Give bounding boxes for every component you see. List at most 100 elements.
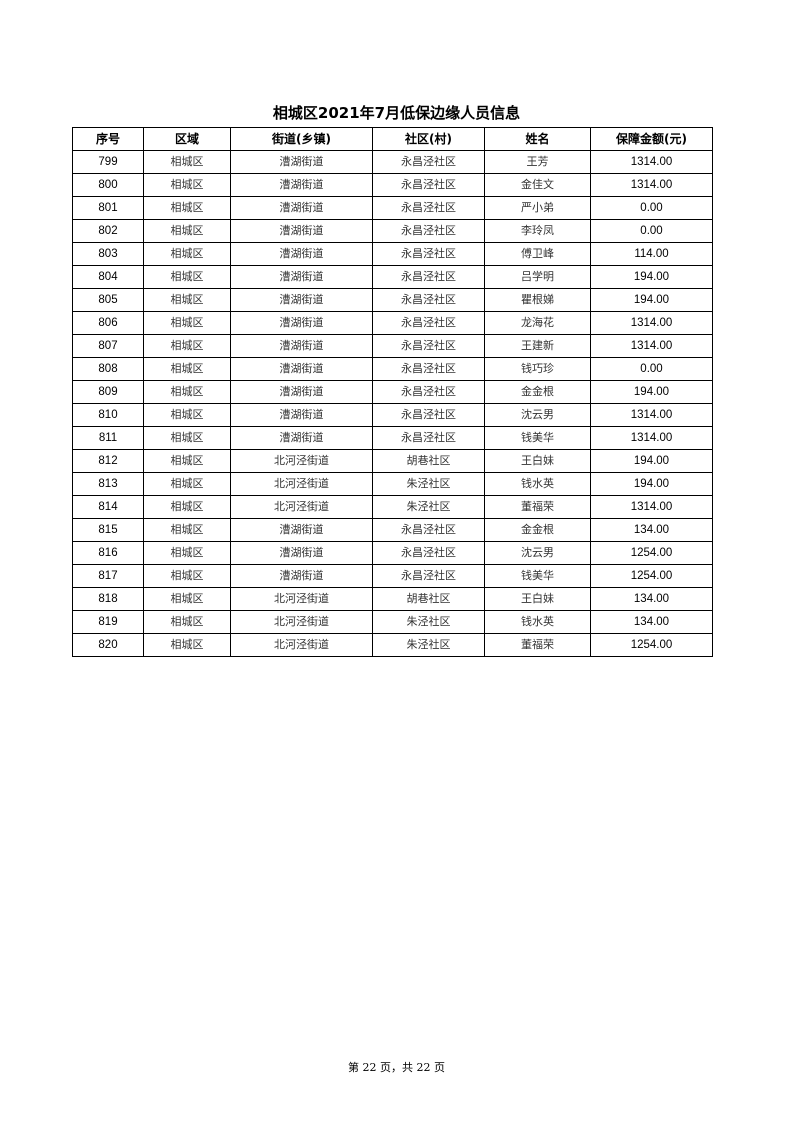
table-row: 814 相城区 北河泾街道 朱泾社区 董福荣 1314.00 (72, 495, 713, 519)
cell-community: 永昌泾社区 (372, 288, 485, 312)
cell-district: 相城区 (143, 495, 231, 519)
cell-index: 803 (72, 242, 144, 266)
cell-index: 808 (72, 357, 144, 381)
cell-street: 漕湖街道 (230, 173, 373, 197)
page-footer: 第 22 页，共 22 页 (348, 1061, 445, 1074)
cell-index: 814 (72, 495, 144, 519)
cell-community: 朱泾社区 (372, 472, 485, 496)
cell-index: 799 (72, 150, 144, 174)
cell-index: 801 (72, 196, 144, 220)
cell-community: 永昌泾社区 (372, 265, 485, 289)
cell-index: 806 (72, 311, 144, 335)
cell-street: 漕湖街道 (230, 357, 373, 381)
cell-street: 北河泾街道 (230, 610, 373, 634)
cell-name: 王建新 (484, 334, 591, 358)
cell-amount: 1254.00 (590, 541, 713, 565)
header-community: 社区(村) (372, 127, 485, 151)
cell-district: 相城区 (143, 610, 231, 634)
cell-street: 漕湖街道 (230, 242, 373, 266)
table-row: 811 相城区 漕湖街道 永昌泾社区 钱美华 1314.00 (72, 426, 713, 450)
cell-name: 钱美华 (484, 564, 591, 588)
cell-index: 815 (72, 518, 144, 542)
cell-name: 金金根 (484, 518, 591, 542)
cell-street: 漕湖街道 (230, 196, 373, 220)
table-row: 816 相城区 漕湖街道 永昌泾社区 沈云男 1254.00 (72, 541, 713, 565)
cell-community: 永昌泾社区 (372, 219, 485, 243)
cell-name: 瞿根娣 (484, 288, 591, 312)
table-row: 815 相城区 漕湖街道 永昌泾社区 金金根 134.00 (72, 518, 713, 542)
cell-community: 永昌泾社区 (372, 242, 485, 266)
table-row: 802 相城区 漕湖街道 永昌泾社区 李玲凤 0.00 (72, 219, 713, 243)
cell-community: 永昌泾社区 (372, 334, 485, 358)
cell-amount: 1314.00 (590, 426, 713, 450)
cell-index: 807 (72, 334, 144, 358)
table-row: 800 相城区 漕湖街道 永昌泾社区 金佳文 1314.00 (72, 173, 713, 197)
cell-community: 朱泾社区 (372, 495, 485, 519)
cell-amount: 194.00 (590, 472, 713, 496)
cell-district: 相城区 (143, 357, 231, 381)
cell-name: 董福荣 (484, 633, 591, 657)
cell-street: 漕湖街道 (230, 288, 373, 312)
cell-community: 朱泾社区 (372, 610, 485, 634)
cell-street: 漕湖街道 (230, 564, 373, 588)
cell-district: 相城区 (143, 380, 231, 404)
cell-name: 傅卫峰 (484, 242, 591, 266)
table-row: 803 相城区 漕湖街道 永昌泾社区 傅卫峰 114.00 (72, 242, 713, 266)
table-row: 806 相城区 漕湖街道 永昌泾社区 龙海花 1314.00 (72, 311, 713, 335)
cell-name: 钱水英 (484, 472, 591, 496)
table-row: 817 相城区 漕湖街道 永昌泾社区 钱美华 1254.00 (72, 564, 713, 588)
cell-name: 钱水英 (484, 610, 591, 634)
page-title: 相城区2021年7月低保边缘人员信息 (272, 104, 521, 122)
cell-name: 吕学明 (484, 265, 591, 289)
cell-district: 相城区 (143, 288, 231, 312)
cell-amount: 0.00 (590, 196, 713, 220)
table-row: 805 相城区 漕湖街道 永昌泾社区 瞿根娣 194.00 (72, 288, 713, 312)
cell-district: 相城区 (143, 242, 231, 266)
cell-name: 金金根 (484, 380, 591, 404)
cell-district: 相城区 (143, 541, 231, 565)
table-row: 801 相城区 漕湖街道 永昌泾社区 严小弟 0.00 (72, 196, 713, 220)
cell-name: 王芳 (484, 150, 591, 174)
cell-street: 漕湖街道 (230, 265, 373, 289)
table-row: 820 相城区 北河泾街道 朱泾社区 董福荣 1254.00 (72, 633, 713, 657)
cell-district: 相城区 (143, 219, 231, 243)
cell-district: 相城区 (143, 564, 231, 588)
cell-street: 北河泾街道 (230, 587, 373, 611)
cell-district: 相城区 (143, 196, 231, 220)
header-street: 街道(乡镇) (230, 127, 373, 151)
cell-amount: 134.00 (590, 587, 713, 611)
cell-index: 818 (72, 587, 144, 611)
cell-index: 800 (72, 173, 144, 197)
cell-amount: 194.00 (590, 380, 713, 404)
cell-street: 北河泾街道 (230, 495, 373, 519)
cell-name: 沈云男 (484, 541, 591, 565)
cell-name: 严小弟 (484, 196, 591, 220)
cell-district: 相城区 (143, 173, 231, 197)
cell-amount: 114.00 (590, 242, 713, 266)
cell-community: 胡巷社区 (372, 587, 485, 611)
cell-street: 漕湖街道 (230, 518, 373, 542)
header-name: 姓名 (484, 127, 591, 151)
header-amount: 保障金额(元) (590, 127, 713, 151)
cell-community: 永昌泾社区 (372, 311, 485, 335)
cell-community: 朱泾社区 (372, 633, 485, 657)
cell-index: 820 (72, 633, 144, 657)
cell-amount: 1254.00 (590, 564, 713, 588)
cell-community: 永昌泾社区 (372, 380, 485, 404)
cell-amount: 194.00 (590, 288, 713, 312)
table-row: 810 相城区 漕湖街道 永昌泾社区 沈云男 1314.00 (72, 403, 713, 427)
table-row: 809 相城区 漕湖街道 永昌泾社区 金金根 194.00 (72, 380, 713, 404)
cell-name: 沈云男 (484, 403, 591, 427)
cell-amount: 1314.00 (590, 495, 713, 519)
cell-amount: 194.00 (590, 265, 713, 289)
cell-community: 胡巷社区 (372, 449, 485, 473)
cell-community: 永昌泾社区 (372, 541, 485, 565)
cell-amount: 1314.00 (590, 334, 713, 358)
table-row: 799 相城区 漕湖街道 永昌泾社区 王芳 1314.00 (72, 150, 713, 174)
cell-district: 相城区 (143, 265, 231, 289)
cell-district: 相城区 (143, 518, 231, 542)
cell-amount: 1314.00 (590, 311, 713, 335)
cell-community: 永昌泾社区 (372, 564, 485, 588)
cell-amount: 134.00 (590, 518, 713, 542)
cell-community: 永昌泾社区 (372, 403, 485, 427)
